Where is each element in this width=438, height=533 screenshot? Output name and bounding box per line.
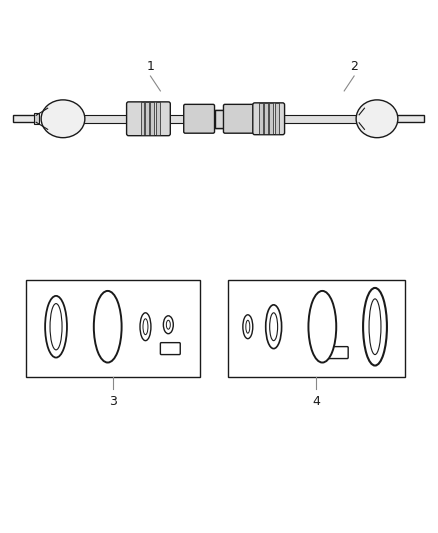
Ellipse shape <box>103 312 112 342</box>
Bar <box>268 103 273 134</box>
FancyBboxPatch shape <box>223 104 256 133</box>
Text: 1: 1 <box>146 60 154 73</box>
Bar <box>228 280 405 377</box>
Bar <box>83 115 129 123</box>
Ellipse shape <box>94 291 122 362</box>
Ellipse shape <box>96 297 119 357</box>
Bar <box>259 103 263 134</box>
FancyBboxPatch shape <box>184 104 215 133</box>
Ellipse shape <box>101 307 114 346</box>
Ellipse shape <box>45 296 67 358</box>
Text: 3: 3 <box>109 395 117 408</box>
Ellipse shape <box>266 305 282 349</box>
Ellipse shape <box>308 291 336 362</box>
FancyBboxPatch shape <box>253 103 285 135</box>
Bar <box>357 114 362 124</box>
Ellipse shape <box>99 302 117 352</box>
Ellipse shape <box>243 315 253 338</box>
Bar <box>275 103 279 134</box>
Ellipse shape <box>311 298 333 356</box>
Ellipse shape <box>270 313 278 341</box>
FancyBboxPatch shape <box>326 346 348 359</box>
Ellipse shape <box>163 316 173 334</box>
Bar <box>215 110 225 128</box>
Bar <box>13 115 36 122</box>
Ellipse shape <box>246 320 250 333</box>
Ellipse shape <box>318 310 327 344</box>
Bar <box>156 102 160 135</box>
Bar <box>34 113 39 124</box>
Bar <box>396 115 424 122</box>
Ellipse shape <box>143 319 148 335</box>
Text: 2: 2 <box>350 60 358 73</box>
Ellipse shape <box>140 313 151 341</box>
Bar <box>264 103 268 134</box>
FancyBboxPatch shape <box>160 343 180 354</box>
FancyBboxPatch shape <box>127 102 170 136</box>
Bar <box>168 115 185 123</box>
Ellipse shape <box>356 100 398 138</box>
Bar <box>150 102 155 135</box>
Ellipse shape <box>314 304 330 350</box>
Ellipse shape <box>166 320 170 329</box>
Ellipse shape <box>41 100 85 138</box>
Ellipse shape <box>363 288 387 366</box>
Bar <box>283 115 359 123</box>
Bar <box>141 102 145 135</box>
Bar <box>213 110 225 128</box>
Bar <box>26 280 200 377</box>
Text: 4: 4 <box>312 395 320 408</box>
Ellipse shape <box>50 304 62 350</box>
Bar <box>145 102 149 135</box>
Ellipse shape <box>369 299 381 354</box>
